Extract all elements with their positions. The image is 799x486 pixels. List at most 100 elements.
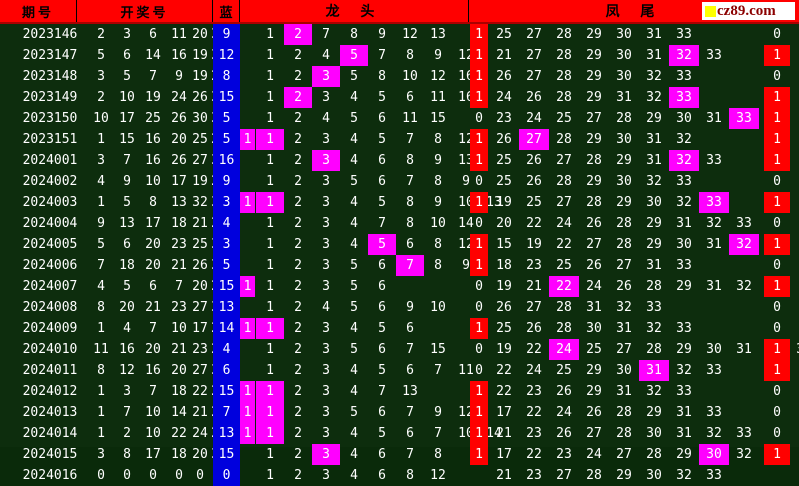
phoenix-tail-number: 30 <box>646 468 662 483</box>
table-row: 2024006718202126325123567891182325262731… <box>0 255 799 276</box>
main-number: 32 <box>192 195 208 210</box>
phoenix-tail-number: 31 <box>646 48 662 63</box>
header-main-numbers: 开奖号 <box>77 0 213 22</box>
issue-number: 2023150 <box>22 111 78 126</box>
phoenix-tail-number: 33 <box>789 339 799 360</box>
dragon-head-number: 2 <box>294 321 302 336</box>
main-number: 10 <box>145 405 161 420</box>
phoenix-tail-flag: 1 <box>470 66 488 87</box>
phoenix-tail-number: 31 <box>706 237 722 252</box>
main-number: 20 <box>171 363 187 378</box>
dragon-head-number: 8 <box>434 447 442 462</box>
dragon-head-number: 1 <box>256 402 284 423</box>
blue-ball-number: 15 <box>213 381 240 402</box>
main-number: 8 <box>97 300 105 315</box>
main-number: 17 <box>145 447 161 462</box>
phoenix-tail-number: 33 <box>706 468 722 483</box>
phoenix-tail-number: 31 <box>676 405 692 420</box>
dragon-head-number: 1 <box>266 258 274 273</box>
phoenix-tail-number: 32 <box>676 132 692 147</box>
phoenix-tail-number: 28 <box>556 300 572 315</box>
phoenix-tail-number: 26 <box>526 90 542 105</box>
main-number: 22 <box>171 426 187 441</box>
table-row: 2024011812162027316123456711022242529303… <box>0 360 799 381</box>
main-number: 17 <box>171 174 187 189</box>
main-number: 5 <box>123 69 131 84</box>
phoenix-tail-number: 30 <box>616 27 632 42</box>
dragon-head-number: 9 <box>406 300 414 315</box>
phoenix-tail-flag: 1 <box>470 87 488 108</box>
dragon-head-number: 5 <box>340 45 368 66</box>
main-number: 0 <box>97 468 105 483</box>
dragon-head-number: 1 <box>266 216 274 231</box>
dragon-head-number: 14 <box>458 216 474 231</box>
header-issue: 期号 <box>0 0 77 22</box>
table-row: 2024010111620212324412356715019222425272… <box>0 339 799 360</box>
phoenix-tail-number: 29 <box>676 342 692 357</box>
header-underline <box>0 22 799 24</box>
blue-ball-number: 6 <box>213 360 240 381</box>
result-flag: 0 <box>773 384 781 399</box>
dragon-head-number: 6 <box>378 405 386 420</box>
phoenix-tail-number: 26 <box>496 300 512 315</box>
phoenix-tail-number: 29 <box>646 216 662 231</box>
phoenix-tail-number: 27 <box>616 342 632 357</box>
site-logo[interactable]: cz89.com <box>702 2 795 20</box>
main-number: 16 <box>171 48 187 63</box>
phoenix-tail-number: 27 <box>586 111 602 126</box>
phoenix-tail-number: 32 <box>669 45 699 66</box>
dragon-head-number: 1 <box>256 129 284 150</box>
phoenix-tail-number: 32 <box>616 300 632 315</box>
dragon-head-number: 3 <box>322 174 330 189</box>
phoenix-tail-number: 32 <box>669 150 699 171</box>
result-flag <box>764 465 790 486</box>
main-number: 7 <box>175 279 183 294</box>
dragon-head-number: 2 <box>294 216 302 231</box>
dragon-head-flag: 1 <box>240 381 255 402</box>
phoenix-tail-number: 31 <box>646 27 662 42</box>
main-number: 19 <box>192 69 208 84</box>
dragon-head-number: 8 <box>406 468 414 483</box>
phoenix-tail-number: 29 <box>616 468 632 483</box>
phoenix-tail-flag: 1 <box>470 402 488 423</box>
phoenix-tail-number: 29 <box>676 447 692 462</box>
dragon-head-number: 4 <box>350 237 358 252</box>
phoenix-tail-number: 33 <box>669 87 699 108</box>
main-number: 27 <box>192 363 208 378</box>
phoenix-tail-number: 31 <box>676 216 692 231</box>
blue-ball-number: 3 <box>213 192 240 213</box>
blue-ball-number: 3 <box>213 234 240 255</box>
dragon-head-number: 6 <box>378 447 386 462</box>
result-flag: 0 <box>773 321 781 336</box>
result-flag: 0 <box>773 426 781 441</box>
main-number: 5 <box>97 237 105 252</box>
phoenix-tail-number: 29 <box>646 405 662 420</box>
phoenix-tail-number: 21 <box>496 426 512 441</box>
main-number: 0 <box>123 468 131 483</box>
main-number: 13 <box>119 216 135 231</box>
issue-number: 2024014 <box>22 426 78 441</box>
table-row: 2024005562023253231234568121151922272829… <box>0 234 799 255</box>
dragon-head-number: 6 <box>406 426 414 441</box>
dragon-head-number: 8 <box>434 258 442 273</box>
phoenix-tail-number: 25 <box>496 321 512 336</box>
main-number: 20 <box>145 237 161 252</box>
dragon-head-number: 3 <box>312 66 340 87</box>
dragon-head-number: 9 <box>434 153 442 168</box>
result-flag: 1 <box>764 150 790 171</box>
phoenix-tail-number: 32 <box>736 279 752 294</box>
dragon-head-flag: 1 <box>240 129 255 150</box>
phoenix-tail-flag: 1 <box>470 192 488 213</box>
phoenix-tail-number: 31 <box>616 321 632 336</box>
main-number: 3 <box>123 27 131 42</box>
phoenix-tail-number: 28 <box>556 90 572 105</box>
phoenix-tail-flag: 0 <box>475 174 483 189</box>
dragon-head-number: 3 <box>322 363 330 378</box>
dragon-head-number: 7 <box>406 405 414 420</box>
dragon-head-number: 9 <box>378 27 386 42</box>
phoenix-tail-number: 29 <box>586 69 602 84</box>
dragon-head-number: 4 <box>350 426 358 441</box>
dragon-head-number: 2 <box>294 342 302 357</box>
phoenix-tail-number: 19 <box>496 279 512 294</box>
dragon-head-number: 6 <box>378 153 386 168</box>
